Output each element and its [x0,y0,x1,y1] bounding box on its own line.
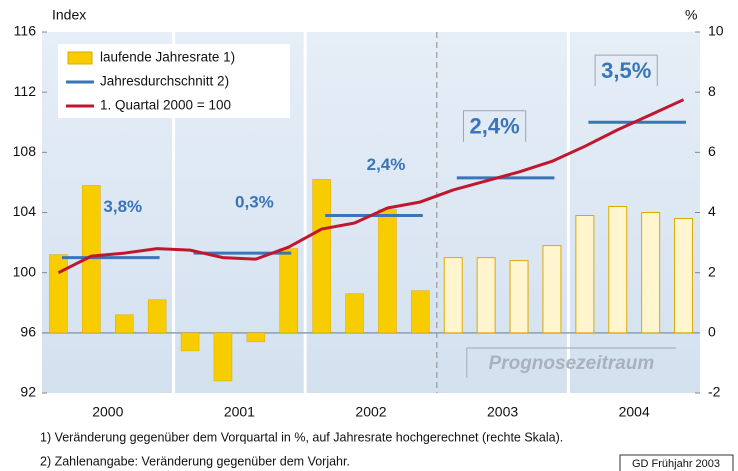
y-tick-label: 92 [20,384,36,400]
annual-rate-frame [594,54,658,87]
bar [542,245,562,334]
bar [180,332,200,352]
y2-tick-label: 6 [708,143,716,159]
bar [641,212,661,334]
y-tick-label: 112 [14,83,37,99]
x-tick-label: 2002 [355,404,386,420]
y-tick-label: 96 [20,324,36,340]
y2-tick-label: 10 [708,23,724,39]
y2-tick-label: 8 [708,83,716,99]
bar [115,314,134,334]
y-tick-label: 108 [13,143,37,159]
y2-tick-label: 2 [708,263,716,279]
legend-label: Jahresdurchschnitt 2) [100,74,229,89]
legend-label: 1. Quartal 2000 = 100 [100,98,231,113]
y-axis-label: Index [52,7,86,23]
bar [378,209,397,334]
y2-tick-label: -2 [708,384,721,400]
annual-rate-label: 0,3% [235,193,274,212]
annual-rate-label: 3,5% [601,58,651,83]
x-tick-label: 2001 [224,404,255,420]
y2-tick-label: 0 [708,324,716,340]
source: GD Frühjahr 2003 [632,458,720,470]
bar [575,215,595,334]
annual-rate-label: 2,4% [470,114,520,139]
footnote: 2) Zahlenangabe: Veränderung gegenüber d… [40,454,350,468]
annual-rate-frame [463,110,526,142]
bar [476,257,496,334]
bar [411,290,430,334]
forecast-label: Prognosezeitraum [489,353,655,374]
bar [246,332,266,343]
bar [147,299,167,334]
annual-rate-label: 2,4% [367,155,406,174]
x-tick-label: 2000 [92,404,123,420]
y2-tick-label: 4 [708,203,716,219]
forecast-frame [466,347,676,378]
bar [608,205,628,334]
annual-rate-label: 3,8% [103,197,142,216]
bar [674,218,694,334]
bar [443,257,463,334]
bar [312,179,331,334]
bar [213,332,233,382]
source-box [619,454,734,471]
bar [49,254,68,334]
legend-swatch [67,51,93,65]
y-tick-label: 100 [13,263,37,279]
y2-axis-label: % [685,7,697,23]
bar [345,293,364,334]
footnote: 1) Veränderung gegenüber dem Vorquartal … [40,430,563,444]
y-tick-label: 116 [14,23,37,39]
bar [509,260,529,334]
legend-label: laufende Jahresrate 1) [100,50,235,65]
bar [279,248,298,334]
index-line [57,98,685,275]
x-tick-label: 2004 [619,404,650,420]
y-tick-label: 104 [13,203,37,219]
x-tick-label: 2003 [487,404,518,420]
